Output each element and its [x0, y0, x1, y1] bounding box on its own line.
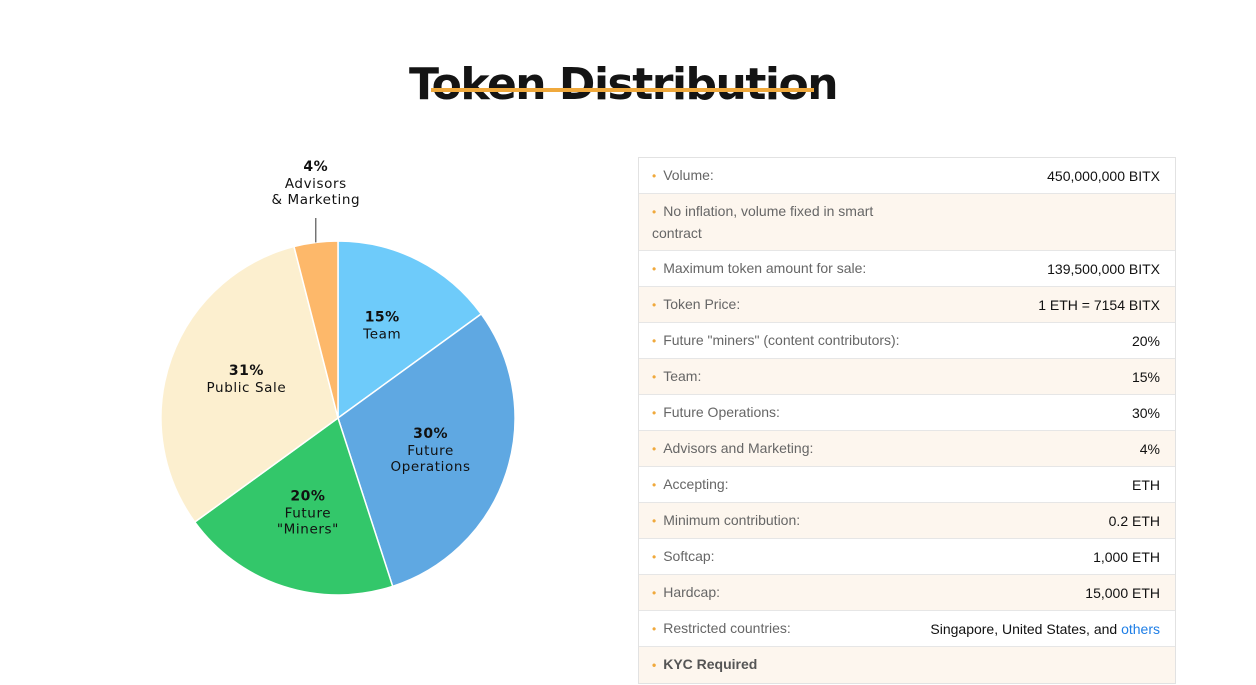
token-distribution-pie-chart: 15%Team30%FutureOperations20%Future"Mine… — [160, 159, 516, 596]
row-team: • Team: 15% — [639, 359, 1175, 395]
row-value: 15% — [1131, 368, 1160, 385]
row-label: Advisors and Marketing: — [663, 439, 814, 456]
row-label: No inflation, volume fixed in smart cont… — [652, 202, 874, 241]
row-restricted-countries: • Restricted countries: Singapore, United… — [639, 611, 1175, 647]
row-value: 139,500,000 BITX — [1047, 260, 1160, 277]
pie-category-label: Advisors — [285, 176, 347, 192]
pie-category-label: & Marketing — [271, 192, 360, 208]
row-kyc-required: • KYC Required — [639, 647, 1175, 683]
bullet-icon: • — [652, 297, 657, 312]
title-underline — [431, 88, 814, 92]
page-title: Token Distribution — [408, 59, 839, 111]
row-advisors-marketing: • Advisors and Marketing: 4% — [639, 431, 1175, 467]
row-value: 30% — [1131, 404, 1160, 421]
row-label: Minimum contribution: — [663, 511, 801, 528]
token-info-table: • Volume: 450,000,000 BITX • No inflation,… — [638, 157, 1176, 684]
row-value: 4% — [1139, 440, 1160, 457]
bullet-icon: • — [652, 477, 657, 492]
pie-label-team: 15%Team — [362, 309, 401, 342]
row-value: Singapore, United States, and others — [930, 621, 1160, 637]
pie-slice-future-miners — [193, 416, 394, 596]
pie-pct-label: 30% — [413, 426, 448, 442]
row-token-price: • Token Price: 1 ETH = 7154 BITX — [639, 287, 1175, 323]
pie-pct-label: 20% — [290, 489, 325, 505]
bullet-icon: • — [652, 585, 657, 600]
row-volume: • Volume: 450,000,000 BITX — [639, 158, 1175, 194]
row-value: ETH — [1132, 476, 1160, 493]
bullet-icon: • — [652, 549, 657, 564]
bullet-icon: • — [652, 405, 657, 420]
bullet-icon: • — [652, 261, 657, 276]
bullet-icon: • — [652, 658, 657, 672]
row-label: KYC Required — [663, 656, 758, 672]
row-value: 0.2 ETH — [1108, 512, 1160, 529]
row-label: Volume: — [663, 166, 714, 183]
pie-category-label: Future — [407, 443, 454, 459]
row-label: Accepting: — [663, 475, 729, 492]
row-value: 1,000 ETH — [1093, 548, 1160, 565]
bullet-icon: • — [652, 441, 657, 456]
row-label: Softcap: — [663, 547, 715, 564]
row-label: Future Operations: — [663, 403, 780, 420]
row-future-miners: • Future "miners" (content contributors):… — [639, 323, 1175, 359]
pie-label-future-miners: 20%Future"Miners" — [277, 489, 339, 538]
row-label: Team: — [663, 367, 702, 384]
row-value: 15,000 ETH — [1085, 584, 1160, 601]
pie-category-label: Public Sale — [207, 380, 287, 396]
pie-category-label: "Miners" — [277, 522, 339, 538]
pie-category-label: Team — [362, 326, 401, 342]
bullet-icon: • — [652, 513, 657, 528]
pie-pct-label: 31% — [229, 363, 264, 379]
restricted-countries-text: Singapore, United States, and — [930, 620, 1122, 637]
pie-category-label: Future — [285, 506, 332, 522]
row-value: 20% — [1131, 332, 1160, 349]
bullet-icon: • — [652, 621, 657, 636]
pie-pct-label: 4% — [303, 159, 328, 175]
row-minimum-contribution: • Minimum contribution: 0.2 ETH — [639, 503, 1175, 539]
bullet-icon: • — [652, 333, 657, 348]
pie-slice-public-sale — [160, 245, 339, 524]
row-label: Hardcap: — [663, 583, 721, 600]
row-accepting: • Accepting: ETH — [639, 467, 1175, 503]
bullet-icon: • — [652, 168, 657, 183]
row-label: Future "miners" (content contributors): — [663, 331, 900, 348]
pie-label-public-sale: 31%Public Sale — [207, 363, 287, 396]
row-label: Token Price: — [663, 295, 741, 312]
row-no-inflation: • No inflation, volume fixed in smart con… — [639, 194, 1175, 251]
pie-slice-team — [337, 240, 483, 420]
pie-slice-future-operations — [337, 312, 516, 588]
row-label: Restricted countries: — [663, 619, 791, 636]
pie-pct-label: 15% — [365, 309, 400, 325]
row-value: 450,000,000 BITX — [1047, 167, 1160, 184]
row-max-token-sale: • Maximum token amount for sale: 139,500,… — [639, 251, 1175, 287]
pie-category-label: Operations — [390, 459, 470, 475]
others-link[interactable]: others — [1121, 620, 1160, 637]
row-hardcap: • Hardcap: 15,000 ETH — [639, 575, 1175, 611]
pie-label-advisors-marketing: 4%Advisors& Marketing — [271, 159, 360, 208]
pie-slice-advisors-marketing — [293, 240, 339, 419]
row-label: Maximum token amount for sale: — [663, 259, 867, 276]
bullet-icon: • — [652, 204, 657, 219]
bullet-icon: • — [652, 369, 657, 384]
row-softcap: • Softcap: 1,000 ETH — [639, 539, 1175, 575]
row-future-operations: • Future Operations: 30% — [639, 395, 1175, 431]
row-value: 1 ETH = 7154 BITX — [1038, 296, 1160, 313]
